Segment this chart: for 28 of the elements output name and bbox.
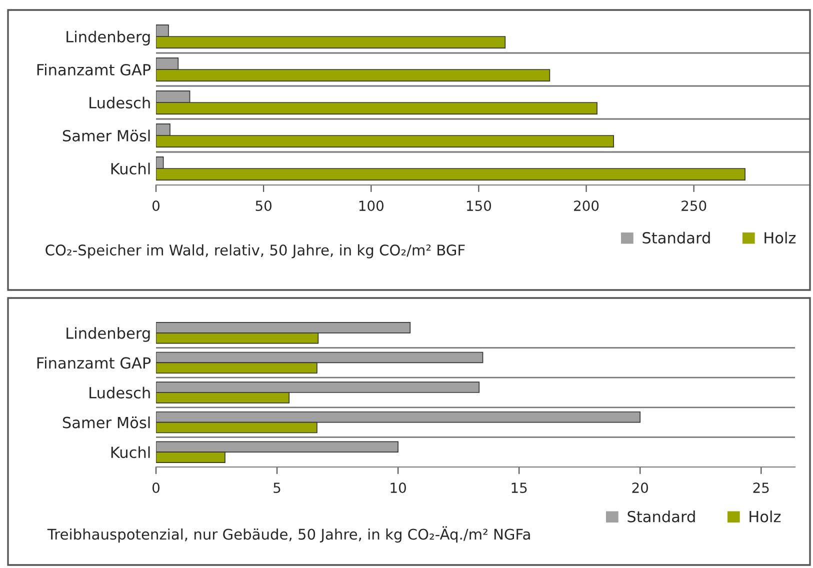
x-tick-label: 100 xyxy=(359,200,384,212)
legend-label: Holz xyxy=(764,232,796,244)
y-tick-label: Finanzamt GAP xyxy=(37,64,151,76)
x-tick-label: 20 xyxy=(632,482,648,494)
x-tick-label: 0 xyxy=(152,482,160,494)
legend-label: Holz xyxy=(750,510,781,522)
x-tick-label: 200 xyxy=(574,200,599,212)
legend-label: Standard xyxy=(642,232,710,244)
y-tick-label: Ludesch xyxy=(90,386,150,399)
y-tick-label: Ludesch xyxy=(90,96,150,109)
y-tick-label: Kuchl xyxy=(111,162,150,175)
x-tick-label: 10 xyxy=(390,482,406,494)
legend-label: Standard xyxy=(628,510,695,522)
y-tick-label: Lindenberg xyxy=(66,30,150,46)
y-tick-label: Kuchl xyxy=(111,446,150,458)
x-axis-title: Treibhauspotenzial, nur Gebäude, 50 Jahre, in kg CO₂-Äq./m² NGFa xyxy=(47,526,530,543)
y-tick-label: Finanzamt GAP xyxy=(37,356,151,369)
x-tick-label: 150 xyxy=(466,200,492,212)
x-tick-label: 25 xyxy=(753,482,769,494)
x-tick-label: 50 xyxy=(256,200,272,212)
x-tick-label: 15 xyxy=(512,482,527,494)
y-tick-label: Samer Mösl xyxy=(62,130,150,142)
y-tick-label: Lindenberg xyxy=(66,327,150,342)
y-tick-label: Samer Mösl xyxy=(62,416,150,428)
x-tick-label: 5 xyxy=(274,482,280,494)
x-tick-label: 0 xyxy=(152,200,160,212)
x-axis-title: CO₂-Speicher im Wald, relativ, 50 Jahre, in kg CO₂/m² BGF xyxy=(46,244,465,258)
x-tick-label: 250 xyxy=(682,200,706,212)
